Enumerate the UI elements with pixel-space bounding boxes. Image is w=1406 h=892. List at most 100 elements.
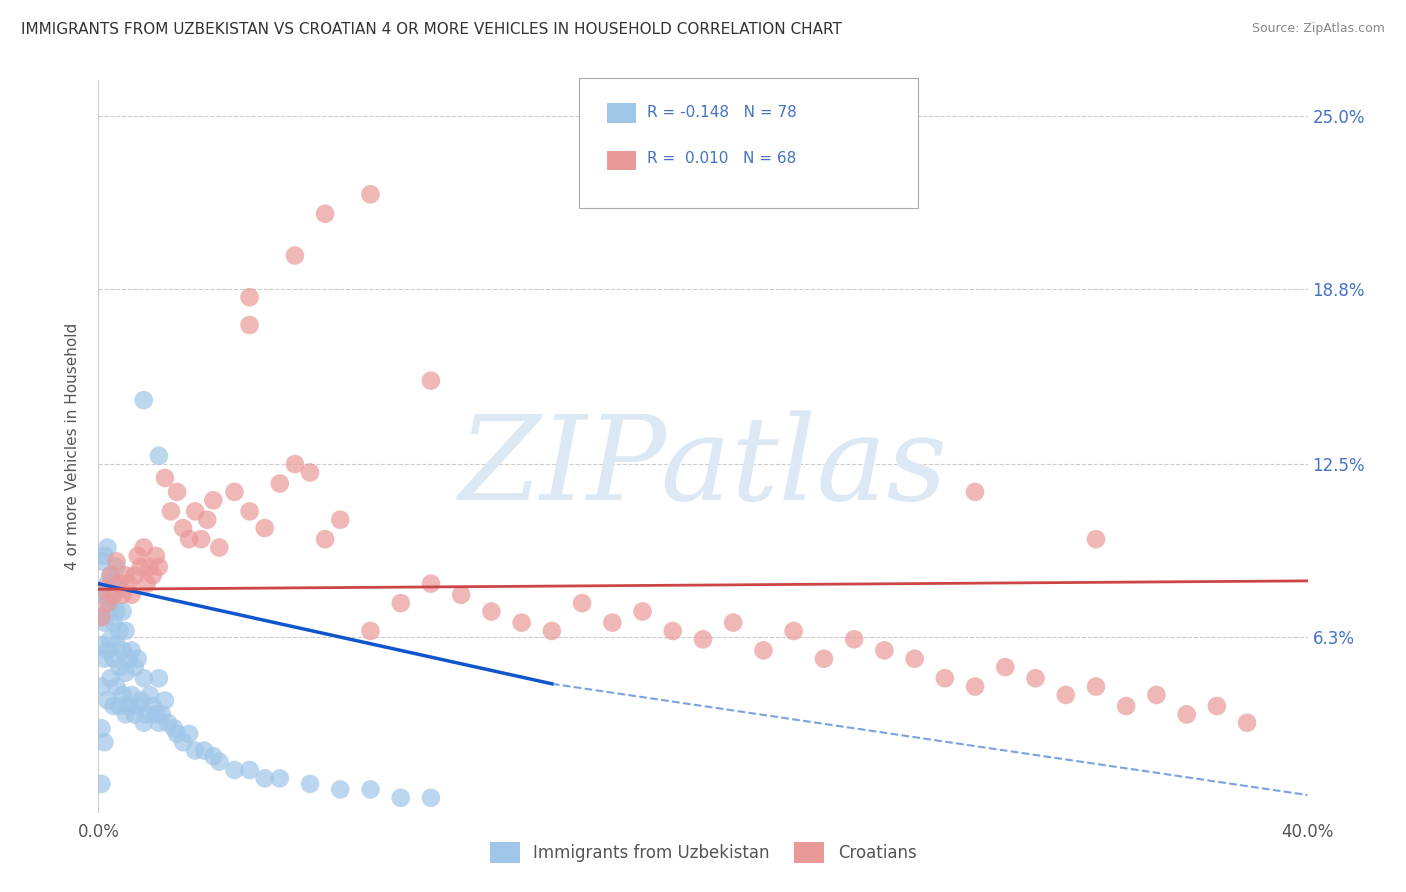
Point — [166, 484, 188, 499]
Point — [360, 187, 382, 202]
Point — [90, 554, 112, 568]
Point — [103, 615, 125, 630]
Point — [105, 554, 128, 568]
Point — [96, 605, 118, 619]
Point — [111, 688, 134, 702]
Text: IMMIGRANTS FROM UZBEKISTAN VS CROATIAN 4 OR MORE VEHICLES IN HOUSEHOLD CORRELATI: IMMIGRANTS FROM UZBEKISTAN VS CROATIAN 4… — [21, 22, 842, 37]
Point — [142, 568, 165, 582]
Point — [145, 707, 167, 722]
Point — [420, 374, 443, 388]
Point — [90, 680, 112, 694]
Point — [132, 715, 155, 730]
Point — [994, 660, 1017, 674]
Y-axis label: 4 or more Vehicles in Household: 4 or more Vehicles in Household — [65, 322, 80, 570]
Point — [1144, 688, 1167, 702]
Point — [93, 652, 115, 666]
Point — [132, 671, 155, 685]
Point — [142, 699, 165, 714]
Point — [148, 715, 170, 730]
Point — [752, 643, 775, 657]
Point — [153, 693, 176, 707]
Point — [571, 596, 593, 610]
Point — [389, 596, 412, 610]
Point — [150, 707, 173, 722]
Point — [108, 624, 131, 638]
Point — [299, 466, 322, 480]
Point — [1206, 699, 1229, 714]
Point — [195, 513, 218, 527]
Point — [844, 632, 866, 647]
Point — [224, 763, 246, 777]
Point — [118, 652, 141, 666]
Point — [389, 790, 412, 805]
Point — [111, 643, 134, 657]
Text: ZIPatlas: ZIPatlas — [458, 410, 948, 525]
Point — [510, 615, 533, 630]
Point — [360, 624, 382, 638]
Legend: Immigrants from Uzbekistan, Croatians: Immigrants from Uzbekistan, Croatians — [482, 836, 924, 869]
Point — [93, 582, 115, 597]
Point — [127, 549, 149, 563]
Point — [103, 588, 125, 602]
Point — [904, 652, 927, 666]
Point — [1175, 707, 1198, 722]
Point — [103, 576, 125, 591]
Point — [93, 735, 115, 749]
Point — [723, 615, 745, 630]
Point — [111, 605, 134, 619]
Point — [160, 504, 183, 518]
Point — [284, 457, 307, 471]
Point — [184, 743, 207, 757]
Point — [269, 772, 291, 786]
Point — [96, 541, 118, 555]
Point — [239, 290, 262, 304]
Point — [148, 449, 170, 463]
Point — [100, 671, 122, 685]
Point — [90, 610, 112, 624]
Point — [692, 632, 714, 647]
Point — [105, 680, 128, 694]
Point — [96, 596, 118, 610]
Point — [96, 576, 118, 591]
Point — [783, 624, 806, 638]
Point — [253, 772, 276, 786]
Point — [299, 777, 322, 791]
Point — [139, 688, 162, 702]
Point — [100, 568, 122, 582]
Point — [145, 549, 167, 563]
Point — [129, 693, 152, 707]
Point — [124, 568, 146, 582]
Point — [284, 248, 307, 262]
Point — [139, 560, 162, 574]
Point — [114, 624, 136, 638]
Point — [90, 777, 112, 791]
Point — [114, 707, 136, 722]
Point — [132, 541, 155, 555]
Point — [360, 782, 382, 797]
Point — [540, 624, 562, 638]
Point — [100, 568, 122, 582]
Point — [105, 605, 128, 619]
Point — [329, 513, 352, 527]
Point — [105, 560, 128, 574]
Point — [121, 643, 143, 657]
Point — [239, 504, 262, 518]
Point — [661, 624, 683, 638]
Point — [127, 652, 149, 666]
Point — [90, 610, 112, 624]
Point — [121, 688, 143, 702]
Point — [208, 541, 231, 555]
Point — [114, 568, 136, 582]
Point — [108, 660, 131, 674]
Point — [1115, 699, 1137, 714]
Point — [965, 680, 987, 694]
Text: R = -0.148   N = 78: R = -0.148 N = 78 — [647, 105, 797, 120]
Text: R =  0.010   N = 68: R = 0.010 N = 68 — [647, 152, 796, 166]
Point — [124, 707, 146, 722]
Point — [202, 493, 225, 508]
Point — [93, 615, 115, 630]
Point — [314, 207, 336, 221]
Point — [96, 643, 118, 657]
Point — [239, 763, 262, 777]
Point — [114, 665, 136, 680]
